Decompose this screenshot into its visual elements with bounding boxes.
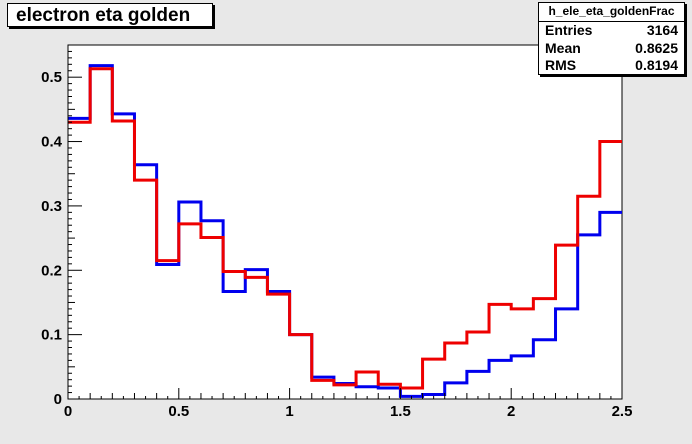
stats-row-entries: Entries 3164	[539, 22, 684, 40]
y-tick-label: 0.4	[41, 134, 63, 151]
stats-value: 0.8625	[635, 39, 678, 56]
stats-value: 0.8194	[635, 57, 678, 73]
x-tick-label: 2	[507, 403, 515, 420]
y-tick-label: 0.3	[41, 198, 62, 215]
axis-layer: 0 0.5 1 1.5 2 2.5 0 0.1 0.2 0.3 0.4 0.5	[41, 44, 633, 420]
stats-histogram-name: h_ele_eta_goldenFrac	[539, 3, 684, 22]
x-tick-label: 1	[285, 403, 293, 420]
stats-label: Mean	[545, 39, 581, 56]
y-tick-label: 0.5	[41, 69, 62, 86]
x-tick-label: 1.5	[390, 403, 411, 420]
plot-frame	[67, 44, 623, 400]
stats-row-rms: RMS 0.8194	[539, 57, 684, 75]
histogram-title: electron eta golden	[7, 3, 213, 27]
stats-row-mean: Mean 0.8625	[539, 40, 684, 58]
y-tick-label: 0	[54, 391, 62, 408]
x-tick-label: 0	[64, 403, 72, 420]
stats-value: 3164	[646, 22, 678, 38]
stats-box: h_ele_eta_goldenFrac Entries 3164 Mean 0…	[538, 2, 685, 75]
x-tick-label: 2.5	[612, 403, 633, 420]
stats-label: Entries	[545, 22, 593, 38]
y-tick-label: 0.2	[41, 262, 62, 279]
x-tick-label: 0.5	[168, 403, 189, 420]
histogram-series-1	[68, 67, 622, 390]
stats-label: RMS	[545, 57, 577, 73]
y-tick-label: 0.1	[41, 327, 62, 344]
series-layer	[68, 64, 622, 398]
